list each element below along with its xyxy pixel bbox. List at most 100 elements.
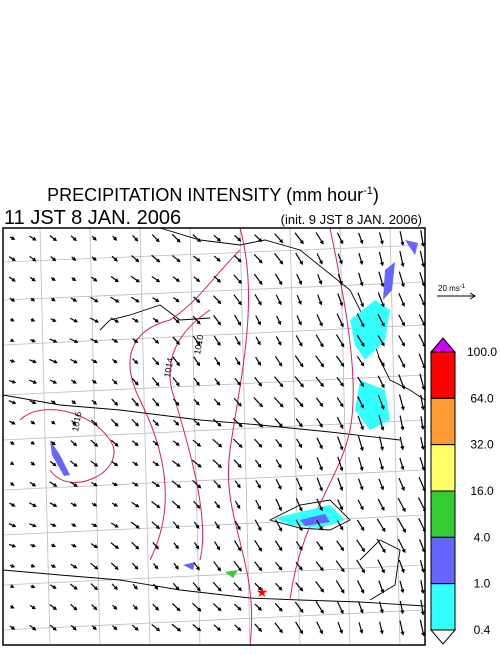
wind-arrow bbox=[29, 235, 37, 241]
wind-arrow bbox=[192, 335, 201, 346]
wind-arrow bbox=[214, 356, 221, 366]
wind-arrow bbox=[316, 477, 323, 492]
wind-arrow bbox=[336, 600, 344, 615]
wind-arrow bbox=[336, 232, 344, 245]
wind-arrow bbox=[70, 440, 78, 447]
wind-arrow bbox=[420, 599, 425, 616]
wind-arrow bbox=[9, 564, 16, 568]
wind-arrow bbox=[132, 358, 139, 365]
wind-arrow bbox=[192, 234, 202, 243]
wind-arrow bbox=[398, 271, 405, 288]
wind-arrow bbox=[69, 460, 78, 467]
wind-arrow bbox=[214, 500, 221, 509]
wind-arrow bbox=[337, 273, 343, 286]
wind-arrow bbox=[234, 377, 241, 386]
wind-arrow bbox=[399, 580, 405, 594]
isobar-label: 1016 bbox=[70, 411, 83, 432]
wind-arrow bbox=[172, 398, 180, 407]
wind-arrow bbox=[111, 378, 118, 385]
wind-arrow bbox=[131, 418, 139, 427]
wind-arrow bbox=[9, 625, 16, 630]
wind-arrow bbox=[274, 602, 283, 612]
wind-arrow bbox=[50, 318, 57, 322]
wind-arrow bbox=[28, 502, 37, 507]
wind-arrow bbox=[254, 234, 263, 243]
wind-arrow bbox=[315, 561, 324, 572]
wind-arrow bbox=[274, 233, 284, 244]
wind-arrow bbox=[193, 521, 200, 529]
wind-arrow bbox=[358, 457, 364, 472]
wind-arrow bbox=[420, 416, 425, 430]
wind-arrow bbox=[316, 457, 323, 471]
wind-arrow bbox=[10, 441, 15, 445]
wind-arrow bbox=[296, 438, 303, 449]
wind-arrow bbox=[378, 271, 385, 288]
wind-arrow bbox=[418, 334, 425, 348]
wind-arrow bbox=[152, 317, 159, 323]
wind-arrow bbox=[317, 274, 323, 285]
wind-arrow bbox=[254, 376, 263, 387]
wind-arrow bbox=[275, 459, 282, 469]
wind-arrow bbox=[356, 559, 365, 574]
wind-arrow bbox=[110, 522, 119, 528]
wind-arrow bbox=[29, 604, 36, 610]
wind-arrow bbox=[111, 398, 119, 406]
wind-arrow bbox=[377, 394, 385, 411]
wind-arrow bbox=[91, 276, 98, 282]
wind-arrow bbox=[418, 314, 425, 327]
wind-arrow bbox=[152, 542, 160, 550]
wind-arrow bbox=[419, 539, 425, 553]
wind-arrow bbox=[50, 584, 57, 589]
wind-arrow bbox=[90, 543, 99, 549]
wind-arrow bbox=[110, 562, 119, 570]
wind-arrow bbox=[315, 334, 324, 348]
wind-arrow bbox=[397, 538, 406, 554]
wind-arrow bbox=[193, 419, 201, 426]
wind-arrow bbox=[193, 500, 201, 509]
wind-arrow bbox=[255, 315, 261, 326]
wind-arrow bbox=[30, 563, 36, 568]
wind-arrow bbox=[357, 435, 364, 452]
colorbar: 100.0 64.0 32.0 16.0 4.0 1.0 0.4 bbox=[429, 337, 497, 645]
wind-arrow bbox=[172, 377, 180, 387]
colorbar-label: 100.0 bbox=[467, 345, 497, 359]
wind-arrow bbox=[131, 377, 139, 386]
wind-arrow bbox=[295, 541, 303, 551]
wind-arrow bbox=[234, 357, 241, 366]
wind-arrow bbox=[131, 317, 139, 323]
wind-arrow bbox=[315, 355, 325, 368]
wind-arrow bbox=[233, 560, 242, 572]
isobar-label: 1010 bbox=[192, 334, 205, 355]
wind-arrow bbox=[356, 519, 365, 532]
wind-arrow bbox=[69, 481, 78, 487]
wind-arrow bbox=[399, 600, 405, 615]
wind-arrow bbox=[151, 275, 161, 283]
wind-arrow bbox=[336, 376, 344, 387]
wind-arrow bbox=[193, 542, 200, 550]
wind-arrow bbox=[336, 540, 345, 552]
wind-arrow bbox=[255, 499, 261, 511]
wind-arrow bbox=[336, 313, 344, 328]
wind-arrow bbox=[49, 624, 57, 631]
wind-arrow bbox=[419, 250, 425, 268]
wind-arrow bbox=[172, 336, 180, 345]
wind-arrow bbox=[191, 459, 202, 468]
wind-arrow bbox=[132, 481, 139, 487]
wind-arrow bbox=[274, 356, 283, 367]
wind-arrow bbox=[399, 620, 405, 636]
wind-arrow bbox=[131, 541, 140, 550]
wind-arrow bbox=[172, 276, 181, 282]
wind-arrow bbox=[377, 375, 385, 389]
wind-arrow bbox=[316, 541, 324, 551]
wind-arrow bbox=[91, 604, 98, 611]
wind-arrow bbox=[294, 232, 304, 245]
wind-arrow bbox=[356, 539, 366, 553]
wind-arrow bbox=[275, 498, 282, 512]
wind-arrow bbox=[376, 518, 386, 533]
wind-arrow bbox=[378, 436, 384, 451]
wind-arrow bbox=[172, 582, 180, 591]
wind-arrow bbox=[356, 356, 365, 367]
wind-arrow bbox=[71, 400, 77, 405]
wind-arrow bbox=[152, 337, 160, 344]
wind-arrow bbox=[49, 502, 58, 507]
